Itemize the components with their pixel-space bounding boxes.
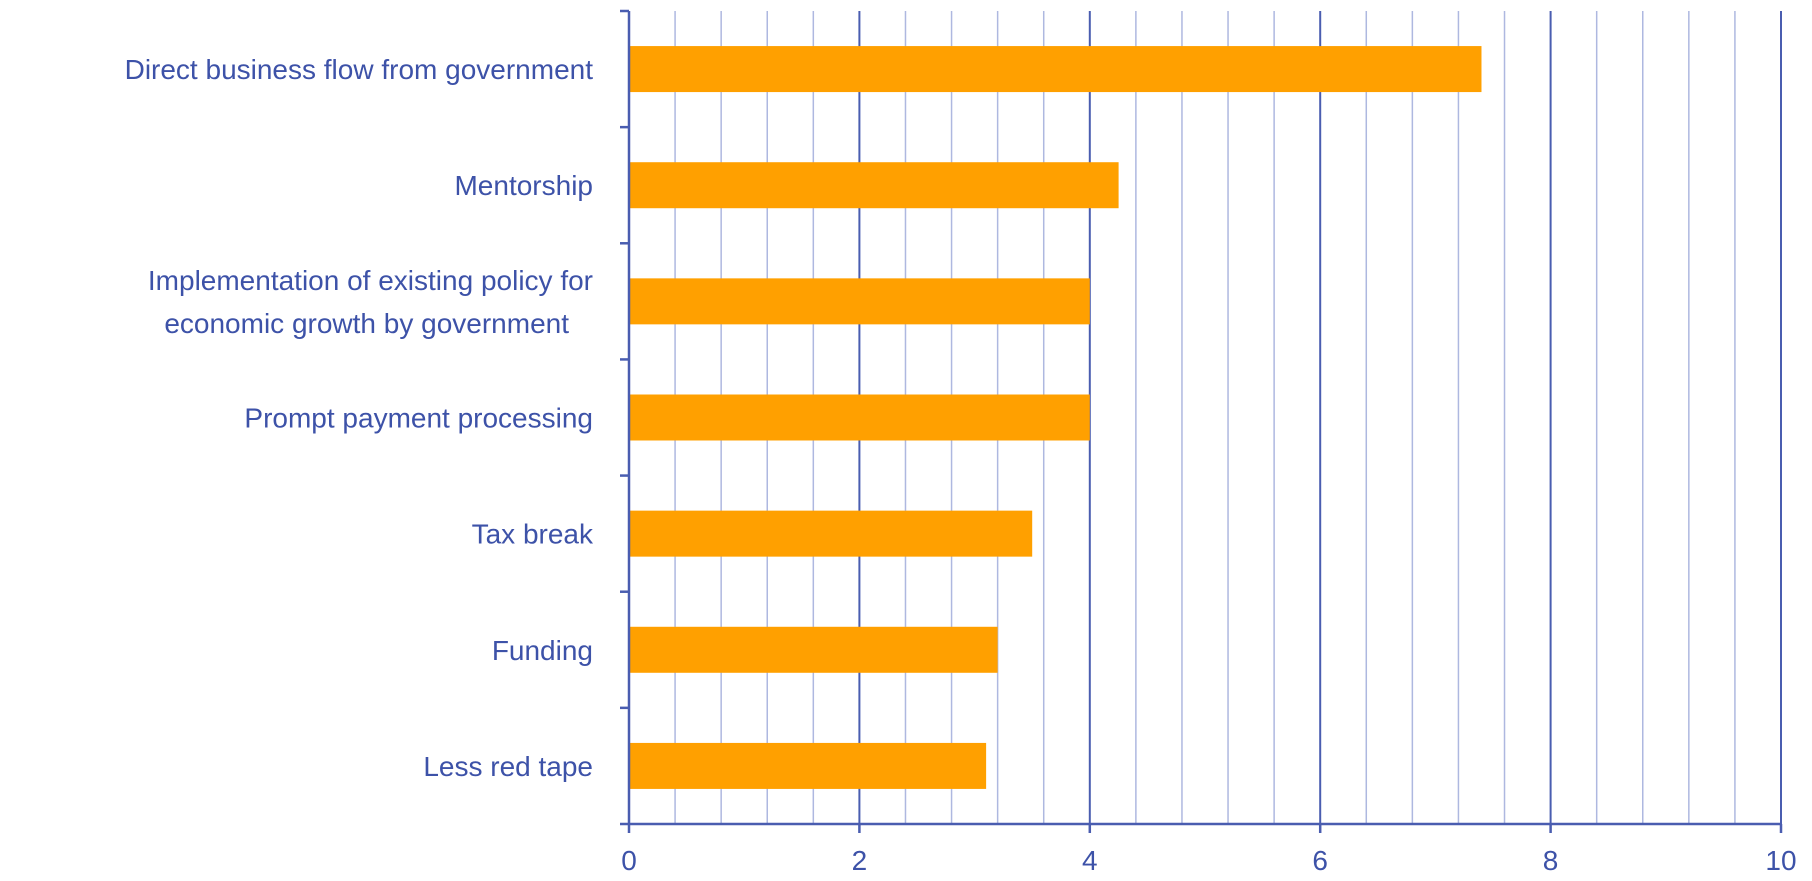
bars <box>629 46 1482 789</box>
x-tick-label: 6 <box>1312 845 1328 876</box>
bar <box>629 742 987 789</box>
category-label-line: economic growth by government <box>164 308 569 339</box>
category-label-line: Tax break <box>472 519 594 550</box>
x-tick-label: 8 <box>1543 845 1559 876</box>
bar <box>629 46 1482 93</box>
bar <box>629 162 1119 209</box>
category-labels: Direct business flow from government Ment… <box>125 54 594 782</box>
x-tick-label: 10 <box>1765 845 1796 876</box>
category-label-line: Less red tape <box>423 751 593 782</box>
category-label-line: Funding <box>492 635 593 666</box>
bar <box>629 626 998 673</box>
x-tick-label: 2 <box>852 845 868 876</box>
category-label: Tax break <box>472 519 594 550</box>
category-label: Direct business flow from government <box>125 54 594 85</box>
category-label: Mentorship <box>454 170 593 201</box>
bar <box>629 394 1090 441</box>
category-label-line: Prompt payment processing <box>244 403 593 434</box>
grid-lines <box>674 11 1782 824</box>
bar <box>629 278 1090 325</box>
x-tick-labels: 0 2 4 6 8 10 <box>621 845 1796 876</box>
category-label: Funding <box>492 635 593 666</box>
category-label-line: Mentorship <box>454 170 593 201</box>
category-label: Less red tape <box>423 751 593 782</box>
axes <box>620 9 1783 833</box>
x-tick-label: 0 <box>621 845 637 876</box>
bar <box>629 510 1033 557</box>
category-label: Implementation of existing policy for eco… <box>148 265 593 339</box>
category-label-line: Implementation of existing policy for <box>148 265 593 296</box>
category-label: Prompt payment processing <box>244 403 593 434</box>
x-tick-label: 4 <box>1082 845 1098 876</box>
category-label-line: Direct business flow from government <box>125 54 594 85</box>
